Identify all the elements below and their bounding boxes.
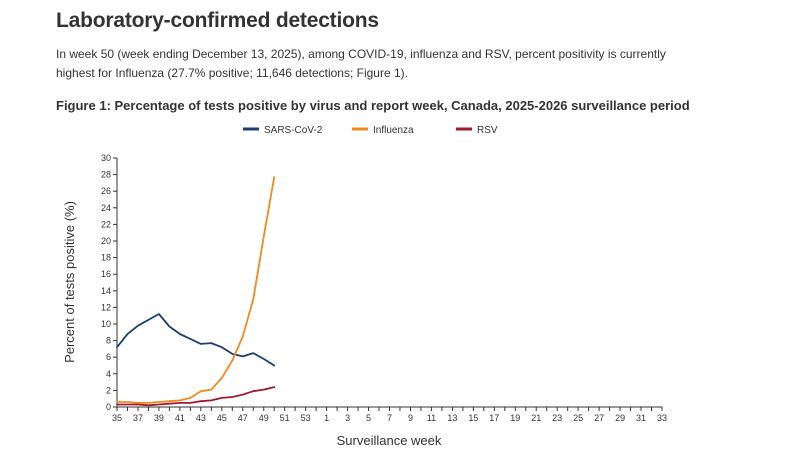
y-tick-label: 26	[101, 186, 111, 196]
chart-legend: SARS-CoV-2 Influenza RSV	[243, 125, 498, 136]
x-axis-title: Surveillance week	[337, 433, 442, 448]
series-line-influenza[interactable]	[116, 176, 276, 404]
legend-item-influenza[interactable]: Influenza	[352, 125, 414, 136]
y-tick-label: 16	[101, 269, 111, 279]
x-axis: 35 37 39 41 43 45 47 49 51 53 1 3 5 7 9 11 13 15 17 19 21 23 2…	[112, 406, 667, 423]
y-tick-label: 4	[106, 369, 111, 379]
x-tick-label: 49	[259, 413, 269, 423]
x-tick-label: 43	[196, 413, 206, 423]
legend-item-sars-cov-2[interactable]: SARS-CoV-2	[243, 125, 323, 136]
y-tick-label: 10	[101, 319, 111, 329]
x-tick-label: 31	[636, 413, 646, 423]
legend-item-rsv[interactable]: RSV	[456, 125, 498, 136]
series-line-sars-cov-2[interactable]	[116, 313, 276, 367]
y-tick-label: 30	[101, 153, 111, 163]
legend-label: RSV	[477, 125, 498, 136]
x-tick-label: 29	[615, 413, 625, 423]
page-title: Laboratory-confirmed detections	[56, 9, 379, 32]
y-tick-label: 0	[106, 402, 111, 412]
y-tick-label: 2	[106, 385, 111, 395]
x-tick-label: 17	[489, 413, 499, 423]
x-tick-label: 27	[594, 413, 604, 423]
legend-label: SARS-CoV-2	[264, 125, 323, 136]
x-tick-label: 7	[387, 413, 392, 423]
y-tick-label: 20	[101, 236, 111, 246]
y-tick-label: 12	[101, 302, 111, 312]
y-axis-title: Percent of tests positive (%)	[62, 201, 77, 363]
x-tick-label: 45	[217, 413, 227, 423]
page-content: Laboratory-confirmed detections In week …	[56, 8, 776, 115]
x-tick-label: 19	[510, 413, 520, 423]
y-tick-label: 28	[101, 170, 111, 180]
y-tick-label: 18	[101, 253, 111, 263]
x-tick-label: 13	[447, 413, 457, 423]
x-tick-label: 39	[154, 413, 164, 423]
x-tick-label: 9	[408, 413, 413, 423]
x-tick-label: 41	[175, 413, 185, 423]
x-tick-label: 3	[345, 413, 350, 423]
x-tick-label: 33	[657, 413, 667, 423]
figure-title: Figure 1: Percentage of tests positive b…	[56, 98, 690, 113]
x-tick-label: 35	[112, 413, 122, 423]
y-tick-label: 24	[101, 203, 111, 213]
x-tick-label: 21	[531, 413, 541, 423]
series-line-rsv[interactable]	[116, 386, 276, 407]
x-tick-label: 37	[133, 413, 143, 423]
x-tick-label: 5	[366, 413, 371, 423]
y-tick-label: 6	[106, 352, 111, 362]
y-tick-label: 22	[101, 219, 111, 229]
x-tick-label: 51	[280, 413, 290, 423]
legend-label: Influenza	[373, 125, 414, 136]
intro-paragraph: In week 50 (week ending December 13, 202…	[56, 47, 666, 80]
x-tick-label: 1	[324, 413, 329, 423]
x-tick-label: 11	[427, 413, 436, 423]
series-lines	[116, 176, 276, 407]
y-tick-label: 8	[106, 336, 111, 346]
x-tick-label: 15	[468, 413, 478, 423]
x-tick-label: 47	[238, 413, 248, 423]
x-tick-label: 23	[552, 413, 562, 423]
y-tick-label: 14	[101, 286, 111, 296]
x-tick-label: 53	[301, 413, 311, 423]
x-tick-label: 25	[573, 413, 583, 423]
